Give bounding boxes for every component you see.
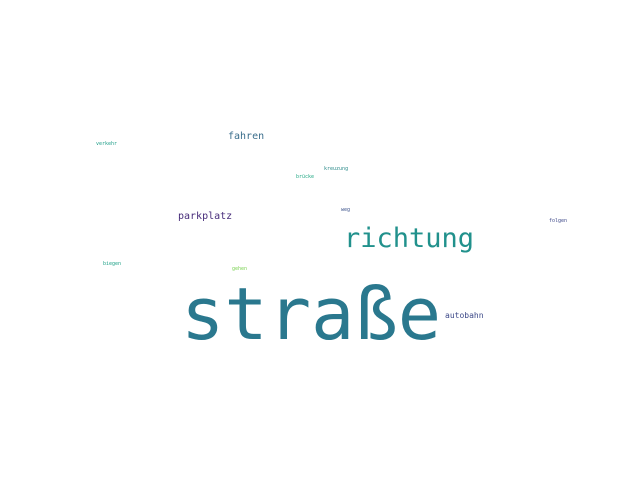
word-weg: weg — [341, 207, 351, 213]
word-richtung: richtung — [344, 223, 475, 254]
word-verkehr: verkehr — [96, 141, 118, 147]
word-kreuzung: kreuzung — [324, 166, 349, 172]
word-autobahn: autobahn — [445, 311, 484, 320]
word-gehen: gehen — [232, 266, 248, 272]
word-folgen: folgen — [549, 218, 568, 224]
word-strasse: straße — [181, 272, 442, 356]
word-fahren: fahren — [228, 131, 265, 142]
word-biegen: biegen — [103, 261, 122, 267]
word-bruecke: brücke — [296, 174, 315, 180]
word-parkplatz: parkplatz — [178, 211, 233, 222]
